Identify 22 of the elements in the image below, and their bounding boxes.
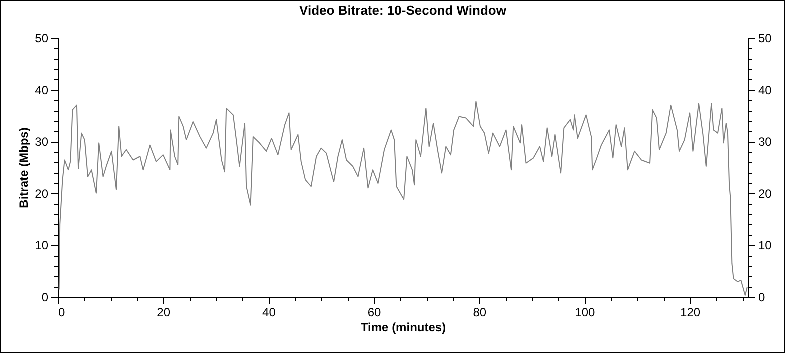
x-tick-label: 40 [262,306,276,320]
x-tick-label: 80 [473,306,487,320]
y-tick-label: 50 [35,32,49,46]
y2-tick-label: 30 [758,135,772,150]
x-tick-label: 20 [157,306,171,320]
x-tick-label: 100 [575,306,596,320]
x-tick-label: 0 [58,306,66,320]
x-tick-label: 120 [680,306,701,320]
y-tick-label: 30 [35,135,49,150]
y2-tick-label: 10 [758,238,772,253]
chart-title: Video Bitrate: 10-Second Window [300,3,508,18]
y-tick-label: 10 [35,238,49,253]
y2-tick-label: 0 [758,290,766,304]
x-tick-label: 60 [368,306,382,320]
y-tick-label: 0 [42,290,49,304]
y2-tick-label: 50 [758,32,772,46]
y2-tick-label: 40 [758,83,772,98]
y-tick-label: 40 [35,83,49,98]
y-tick-label: 20 [35,186,49,201]
y2-tick-label: 20 [758,186,772,201]
y-axis-title: Bitrate (Mbps) [17,128,32,208]
x-axis-title: Time (minutes) [360,320,446,334]
